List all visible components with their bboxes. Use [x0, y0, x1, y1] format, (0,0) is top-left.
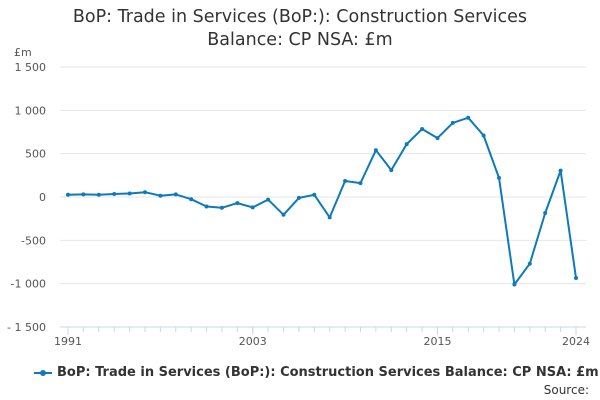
- data-point: [466, 115, 471, 120]
- data-point: [558, 168, 563, 173]
- gridlines: [60, 66, 586, 328]
- data-point: [189, 197, 194, 202]
- series-group: [66, 115, 578, 287]
- y-tick-label: 1 500: [15, 61, 47, 74]
- y-tick-label: 1 000: [15, 104, 47, 117]
- data-point: [497, 175, 501, 180]
- data-point: [574, 276, 578, 280]
- data-point: [173, 192, 178, 197]
- data-point: [343, 179, 348, 183]
- data-point: [296, 195, 301, 200]
- data-point: [543, 211, 548, 215]
- data-point: [527, 261, 532, 266]
- data-point: [435, 136, 440, 141]
- data-point: [250, 205, 255, 210]
- data-point: [312, 192, 317, 197]
- y-tick-label: -1 000: [11, 278, 46, 291]
- data-point: [327, 215, 332, 220]
- data-point: [127, 191, 132, 196]
- y-tick-label: 500: [25, 148, 46, 161]
- y-tick-label: - 1 500: [7, 321, 46, 334]
- y-tick-label: 0: [39, 191, 46, 204]
- source-label: Source:: [543, 383, 589, 397]
- data-point: [281, 212, 286, 217]
- y-axis: £m 1 500 1 000 500 0 -500 -1 000 - 1 500: [7, 46, 46, 334]
- legend[interactable]: BoP: Trade in Services (BoP:): Construct…: [34, 365, 599, 380]
- data-point: [266, 197, 271, 202]
- data-point: [204, 204, 209, 209]
- data-point: [404, 142, 409, 147]
- x-tick-label: 2024: [562, 335, 590, 348]
- y-axis-label: £m: [14, 46, 32, 59]
- data-point: [158, 193, 163, 198]
- legend-line-marker-icon: [34, 367, 52, 379]
- data-point: [143, 190, 147, 195]
- data-point: [81, 192, 86, 197]
- data-point: [389, 168, 394, 173]
- data-point: [112, 192, 117, 196]
- data-point: [481, 133, 486, 138]
- data-point: [512, 282, 517, 287]
- series-line: [67, 116, 577, 286]
- chart-title-line-1: BoP: Trade in Services (BoP:): Construct…: [72, 7, 528, 27]
- data-point: [219, 205, 224, 210]
- data-point: [373, 148, 378, 153]
- chart-title: BoP: Trade in Services (BoP:): Construct…: [0, 6, 600, 52]
- legend-label: BoP: Trade in Services (BoP:): Construct…: [57, 365, 599, 380]
- x-tick-label: 2003: [239, 335, 267, 348]
- data-point: [66, 192, 70, 197]
- data-point: [358, 181, 363, 186]
- x-axis: 1991 2003 2015 2024: [54, 326, 590, 348]
- chart-title-line-2: Balance: CP NSA: £m: [207, 30, 393, 50]
- x-tick-label: 1991: [54, 335, 82, 348]
- y-tick-label: -500: [21, 234, 46, 247]
- data-point: [235, 201, 240, 206]
- data-point: [450, 120, 455, 125]
- data-point: [420, 127, 425, 131]
- data-point: [96, 192, 101, 197]
- x-tick-label: 2015: [423, 335, 451, 348]
